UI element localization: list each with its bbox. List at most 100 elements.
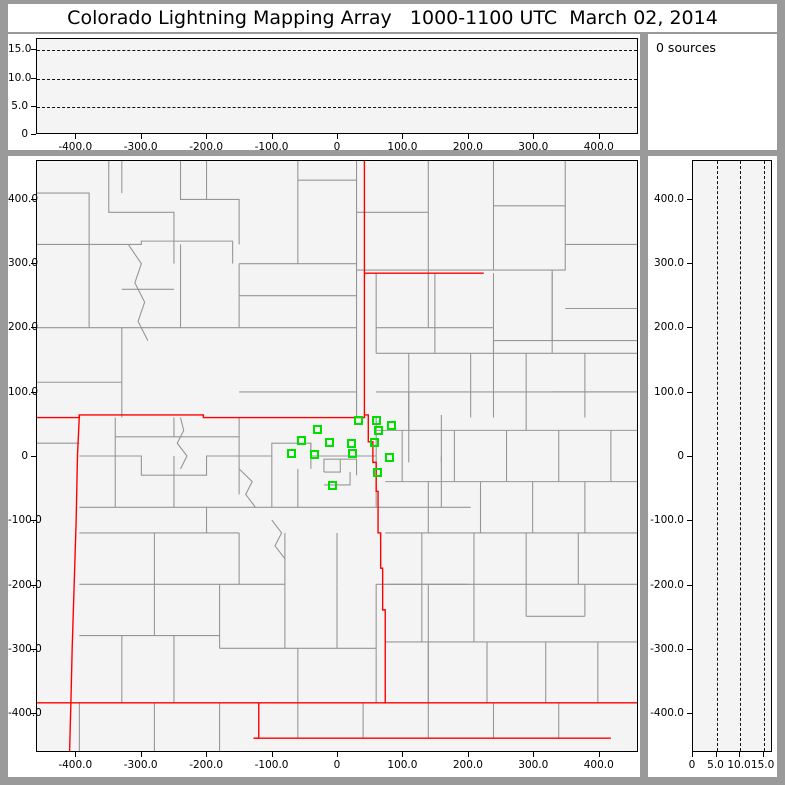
x-tick <box>762 752 764 757</box>
x-tick <box>467 752 469 757</box>
y-tick-label: 200.0 <box>653 321 684 334</box>
x-tick-label: -100.0 <box>254 759 289 771</box>
page-title: Colorado Lightning Mapping Array 1000-11… <box>8 4 777 32</box>
x-tick-label: 100.0 <box>387 759 418 771</box>
source-marker <box>309 449 319 459</box>
y-tick <box>687 327 692 329</box>
x-tick <box>337 752 338 757</box>
source-marker <box>370 438 380 448</box>
gridline-vertical <box>740 161 742 751</box>
y-tick <box>31 456 36 457</box>
x-tick-label: 0 <box>688 759 696 771</box>
x-tick-label: 400.0 <box>583 759 614 771</box>
state-border-co-w <box>68 414 81 751</box>
y-tick-label: 5.0 <box>11 99 28 112</box>
county-line <box>115 417 240 438</box>
y-tick <box>687 198 692 200</box>
county-line <box>108 161 175 264</box>
y-tick-label: -100.0 <box>8 514 42 527</box>
y-tick <box>31 713 36 715</box>
y-tick-label: -400.0 <box>8 707 42 720</box>
state-border-co-e-upper <box>364 414 386 703</box>
source-marker <box>324 437 334 447</box>
gridline-vertical <box>763 161 765 751</box>
county-line <box>238 468 256 508</box>
x-tick <box>533 134 535 139</box>
x-tick <box>337 134 338 139</box>
county-map-svg <box>37 161 637 751</box>
time-height-plot-area[interactable] <box>36 38 638 134</box>
county-line <box>271 519 286 559</box>
y-tick <box>687 649 692 651</box>
x-tick <box>75 752 77 757</box>
height-east-plot-area[interactable] <box>692 160 772 752</box>
county-line <box>179 161 240 245</box>
x-tick <box>533 752 535 757</box>
x-tick-label: 400.0 <box>583 141 614 153</box>
y-tick <box>31 649 36 651</box>
county-line <box>127 244 149 341</box>
x-tick <box>271 134 273 139</box>
y-tick <box>31 520 36 522</box>
y-tick-label: 200.0 <box>8 321 39 334</box>
y-tick <box>31 105 36 107</box>
y-tick-label: 400.0 <box>8 192 39 205</box>
y-tick-label: 100.0 <box>8 385 39 398</box>
x-tick <box>598 134 600 139</box>
x-tick <box>692 752 693 757</box>
y-tick-label: 0 <box>21 128 28 140</box>
time-height-panel: -400.0 -300.0 -200.0 -100.0 0 100.0 200.0 300.0… <box>8 34 640 153</box>
x-tick-label: -200.0 <box>189 141 224 153</box>
x-tick <box>140 752 142 757</box>
county-line <box>37 240 234 264</box>
y-tick-label: 0 <box>677 450 684 462</box>
plan-view-panel: -400.0 -300.0 -200.0 -100.0 0 100.0 200.0 300.0… <box>8 156 640 777</box>
y-tick-label: 0 <box>21 450 28 462</box>
x-tick <box>739 752 741 757</box>
gridline-vertical <box>716 161 718 751</box>
y-tick-label: -200.0 <box>650 578 684 591</box>
source-marker <box>346 438 356 448</box>
y-tick <box>31 262 36 264</box>
y-tick-label: 400.0 <box>653 192 684 205</box>
y-tick <box>31 134 36 135</box>
source-marker <box>387 420 397 430</box>
plan-view-plot-area[interactable] <box>36 160 638 752</box>
x-tick <box>75 134 77 139</box>
gridline-horizontal <box>37 78 637 80</box>
y-tick <box>31 77 36 79</box>
x-tick-label: 15.0 <box>750 759 775 771</box>
x-tick <box>402 752 404 757</box>
source-marker <box>354 416 364 426</box>
x-tick <box>467 134 469 139</box>
y-tick <box>687 262 692 264</box>
height-east-panel: 0 5.0 10.0 15.0 -400.0 -300.0 -200.0 -100.0 0 100… <box>648 156 777 777</box>
y-tick-label: 300.0 <box>653 256 684 269</box>
x-tick-label: -100.0 <box>254 141 289 153</box>
y-tick-label: -400.0 <box>650 707 684 720</box>
x-tick <box>715 752 717 757</box>
y-tick-label: 15.0 <box>8 43 32 56</box>
x-tick-label: -400.0 <box>58 759 93 771</box>
y-tick <box>31 49 36 51</box>
source-marker <box>372 467 382 477</box>
county-line <box>493 205 566 271</box>
county-line <box>176 417 188 470</box>
y-tick <box>31 584 36 586</box>
y-tick <box>31 198 36 200</box>
gridline-horizontal <box>37 50 637 52</box>
x-tick <box>402 134 404 139</box>
y-tick-label: 100.0 <box>653 385 684 398</box>
y-tick-label: 10.0 <box>8 71 32 84</box>
x-tick-label: 10.0 <box>727 759 751 771</box>
x-tick <box>206 752 208 757</box>
x-tick-label: 300.0 <box>518 759 549 771</box>
x-tick-label: 0 <box>333 141 341 153</box>
x-tick-label: -300.0 <box>123 759 158 771</box>
y-tick-label: -100.0 <box>650 514 684 527</box>
x-tick <box>598 752 600 757</box>
source-marker <box>384 453 394 463</box>
x-tick-label: 300.0 <box>518 141 549 153</box>
x-tick-label: 5.0 <box>707 759 724 771</box>
x-tick <box>140 134 142 139</box>
